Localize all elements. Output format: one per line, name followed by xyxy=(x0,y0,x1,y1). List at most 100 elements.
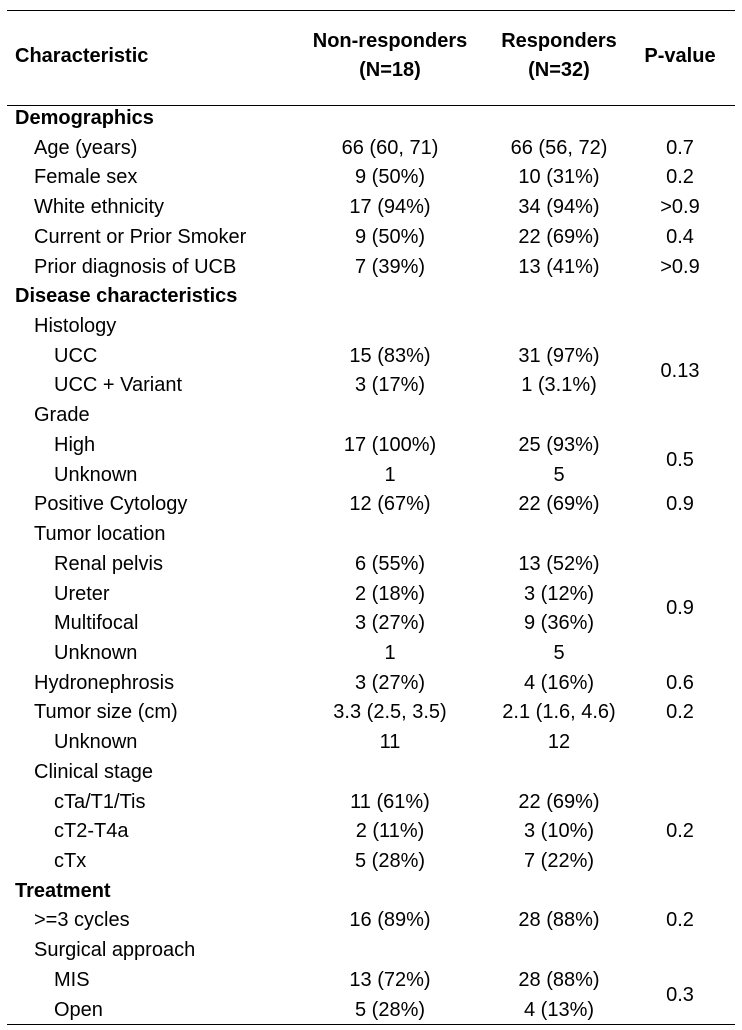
pvalue-cell: 0.13 xyxy=(660,359,700,382)
header-responders: Responders (N=32) xyxy=(488,27,630,85)
non-responders-cell: 17 (100%) xyxy=(343,433,437,456)
section-row: Disease characteristics xyxy=(0,282,742,312)
responders-cell: 22 (69%) xyxy=(518,225,600,248)
pvalue-cell: 0.3 xyxy=(666,983,694,1006)
responders-cell: 9 (36%) xyxy=(523,612,595,635)
responders-cell: 13 (41%) xyxy=(518,255,600,278)
pvalue-column: 0.7 0.2 >0.9 0.4 >0.9 0.13 0.5 0.9 0.9 0.6 0.2 0.2 0… xyxy=(0,104,742,1024)
table-row: Surgical approach xyxy=(0,936,742,966)
table-row: White ethnicity 17 (94%) 34 (94%) xyxy=(0,193,742,223)
row-label: Surgical approach xyxy=(34,939,196,962)
responders-cell: 13 (52%) xyxy=(518,552,600,575)
table-row: Unknown 1 5 xyxy=(0,461,742,491)
section-title: Disease characteristics xyxy=(15,285,238,308)
non-responders-cell: 2 (11%) xyxy=(355,820,425,843)
table-row: Positive Cytology 12 (67%) 22 (69%) xyxy=(0,490,742,520)
non-responders-cell: 9 (50%) xyxy=(354,166,426,189)
header-pvalue: P-value xyxy=(644,45,716,67)
row-label: Tumor location xyxy=(34,523,166,546)
table-row: Current or Prior Smoker 9 (50%) 22 (69%) xyxy=(0,223,742,253)
section-row: Treatment xyxy=(0,877,742,907)
row-label: cT2-T4a xyxy=(54,820,129,843)
row-label: UCC + Variant xyxy=(54,374,183,397)
row-label: Multifocal xyxy=(54,612,139,635)
responders-cell: 5 xyxy=(553,641,565,664)
non-responders-cell: 3.3 (2.5, 3.5) xyxy=(333,701,447,724)
row-label: Positive Cytology xyxy=(34,493,188,516)
pvalue-cell: 0.2 xyxy=(666,909,694,932)
responders-cell: 10 (31%) xyxy=(518,166,600,189)
table-row: Prior diagnosis of UCB 7 (39%) 13 (41%) xyxy=(0,253,742,283)
table-row: Ureter 2 (18%) 3 (12%) xyxy=(0,580,742,610)
row-label: White ethnicity xyxy=(34,196,165,219)
responders-cell: 4 (16%) xyxy=(523,671,595,694)
non-responders-cell: 3 (27%) xyxy=(354,671,426,694)
table-row: UCC + Variant 3 (17%) 1 (3.1%) xyxy=(0,371,742,401)
pvalue-cell: >0.9 xyxy=(660,255,700,278)
non-responders-cell: 13 (72%) xyxy=(349,968,431,991)
non-responders-cell: 15 (83%) xyxy=(349,344,431,367)
row-label: Female sex xyxy=(34,166,138,189)
section-title: Demographics xyxy=(15,107,154,129)
row-label: cTx xyxy=(54,849,87,872)
responders-cell: 28 (88%) xyxy=(518,909,600,932)
table-row: cTa/T1/Tis 11 (61%) 22 (69%) xyxy=(0,788,742,818)
pvalue-cell: 0.2 xyxy=(666,166,694,189)
header-bottom-rule xyxy=(7,105,735,106)
row-label: Tumor size (cm) xyxy=(34,701,178,724)
table-row: Female sex 9 (50%) 10 (31%) xyxy=(0,163,742,193)
row-label: MIS xyxy=(54,968,90,991)
table-row: >=3 cycles 16 (89%) 28 (88%) xyxy=(0,906,742,936)
table-row: cTx 5 (28%) 7 (22%) xyxy=(0,847,742,877)
table-row: MIS 13 (72%) 28 (88%) xyxy=(0,966,742,996)
table-row: cT2-T4a 2 (11%) 3 (10%) xyxy=(0,817,742,847)
row-label: Current or Prior Smoker xyxy=(34,225,247,248)
non-responders-cell: 12 (67%) xyxy=(349,493,431,516)
row-label: Clinical stage xyxy=(34,760,153,783)
non-responders-cell: 1 xyxy=(384,641,396,664)
responders-cell: 22 (69%) xyxy=(518,493,600,516)
table-body: Demographics Age (years) 66 (60, 71) 66 (56… xyxy=(0,104,742,1025)
row-label: >=3 cycles xyxy=(34,909,130,932)
table-row: Histology xyxy=(0,312,742,342)
header-non-responders-n: (N=18) xyxy=(359,59,421,81)
pvalue-cell: 0.9 xyxy=(666,597,694,620)
responders-cell: 12 xyxy=(547,731,571,754)
header-non-responders: Non-responders (N=18) xyxy=(294,27,486,85)
header-responders-n: (N=32) xyxy=(528,59,590,81)
section-title: Treatment xyxy=(15,879,111,902)
header-non-responders-label: Non-responders xyxy=(312,30,468,52)
table-row: Unknown 1 5 xyxy=(0,639,742,669)
non-responders-cell: 5 (28%) xyxy=(354,998,426,1021)
responders-cell: 66 (56, 72) xyxy=(510,136,608,159)
row-label: Prior diagnosis of UCB xyxy=(34,255,237,278)
table-row: Unknown 11 12 xyxy=(0,728,742,758)
row-label: Open xyxy=(54,998,103,1021)
non-responders-cell: 3 (17%) xyxy=(354,374,426,397)
non-responders-cell: 6 (55%) xyxy=(354,552,426,575)
non-responders-cell: 16 (89%) xyxy=(349,909,431,932)
non-responders-cell: 2 (18%) xyxy=(354,582,426,605)
non-responders-cell: 5 (28%) xyxy=(354,849,426,872)
responders-cell: 28 (88%) xyxy=(518,968,600,991)
row-label: Histology xyxy=(34,315,117,338)
section-row: Demographics xyxy=(0,104,742,134)
table-row: Grade xyxy=(0,401,742,431)
pvalue-cell: 0.6 xyxy=(666,671,694,694)
pvalue-cell: 0.2 xyxy=(666,701,694,724)
row-label: Unknown xyxy=(54,463,138,486)
row-label: Age (years) xyxy=(34,136,138,159)
responders-cell: 2.1 (1.6, 4.6) xyxy=(502,701,616,724)
table-row: Clinical stage xyxy=(0,758,742,788)
responders-cell: 25 (93%) xyxy=(518,433,600,456)
non-responders-cell: 66 (60, 71) xyxy=(341,136,439,159)
table-bottom-rule xyxy=(7,1024,735,1025)
table-row: UCC 15 (83%) 31 (97%) xyxy=(0,342,742,372)
header-responders-label: Responders xyxy=(501,30,617,52)
responders-cell: 31 (97%) xyxy=(518,344,600,367)
row-label: High xyxy=(54,433,96,456)
responders-cell: 5 xyxy=(553,463,565,486)
pvalue-cell: 0.5 xyxy=(666,448,694,471)
row-label: Renal pelvis xyxy=(54,552,163,575)
responders-cell: 4 (13%) xyxy=(523,998,595,1021)
